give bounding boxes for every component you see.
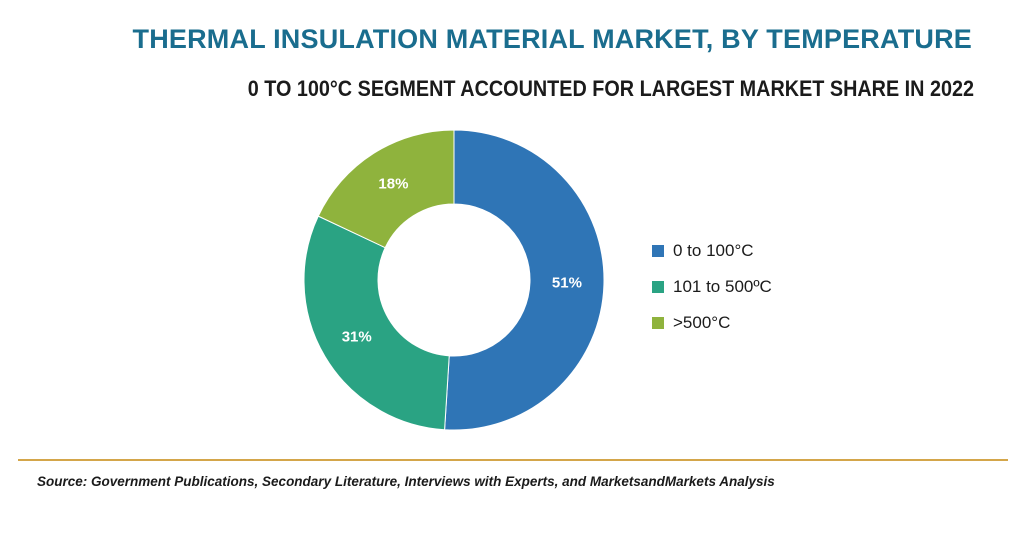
donut-slice xyxy=(444,129,605,431)
legend-swatch xyxy=(652,317,664,329)
chart-subtitle: 0 TO 100°C SEGMENT ACCOUNTED FOR LARGEST… xyxy=(247,76,974,101)
legend-item: 101 to 500ºC xyxy=(652,269,772,305)
legend-item: 0 to 100°C xyxy=(652,233,772,269)
legend-item: >500°C xyxy=(652,305,772,341)
legend-label: 101 to 500ºC xyxy=(673,277,772,296)
legend-label: 0 to 100°C xyxy=(673,241,754,260)
source-note: Source: Government Publications, Seconda… xyxy=(37,474,775,489)
slice-value-label: 18% xyxy=(378,176,408,193)
chart-legend: 0 to 100°C 101 to 500ºC >500°C xyxy=(652,233,772,341)
slice-value-label: 51% xyxy=(552,275,582,292)
donut-slice xyxy=(303,215,450,431)
divider-line xyxy=(18,459,1008,461)
legend-swatch xyxy=(652,281,664,293)
donut-slice xyxy=(317,129,455,249)
chart-title: THERMAL INSULATION MATERIAL MARKET, BY T… xyxy=(132,24,972,54)
legend-label: >500°C xyxy=(673,313,731,332)
legend-swatch xyxy=(652,245,664,257)
slice-value-label: 31% xyxy=(342,328,372,345)
